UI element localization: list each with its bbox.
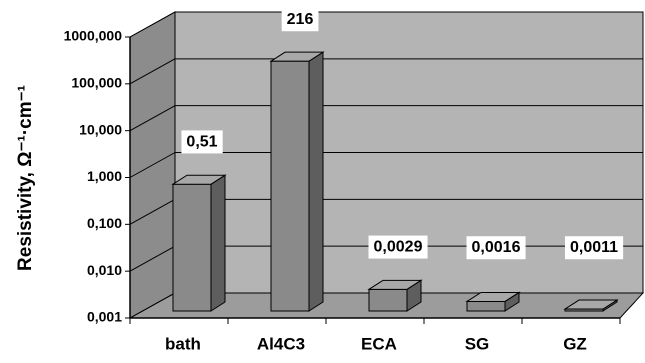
grid-line (129, 198, 176, 225)
y-axis-title: Resistivity, Ω⁻¹·cm⁻¹ (15, 85, 36, 271)
x-tick-label: SG (465, 334, 490, 353)
value-label: 0,51 (186, 133, 217, 150)
bar-side (308, 51, 324, 312)
y-tick-label: 10,000 (79, 121, 122, 137)
y-tick-label: 100,000 (71, 75, 122, 91)
y-tick-label: 1,000 (87, 168, 122, 184)
x-tick-label: GZ (563, 334, 587, 353)
value-label-box (466, 236, 526, 260)
value-label-box (368, 235, 428, 259)
grid-line (129, 152, 176, 178)
x-tick-label: bath (165, 334, 201, 353)
x-tick-label: Al4C3 (257, 334, 305, 353)
grid-line (129, 58, 176, 85)
value-label: 0,0011 (570, 239, 618, 256)
value-label-box (281, 8, 319, 32)
bar (172, 183, 212, 312)
grid-line (129, 105, 176, 132)
bar-side (210, 174, 226, 312)
grid-line (129, 11, 176, 38)
grid-line (129, 245, 176, 272)
bar-top (171, 174, 227, 185)
value-label: 0,0029 (374, 239, 423, 256)
bar (466, 300, 506, 312)
value-label: 216 (287, 11, 314, 28)
value-label-box (181, 130, 223, 154)
grid-line (129, 292, 176, 319)
x-tick-label: ECA (361, 334, 397, 353)
bar-top (563, 299, 619, 310)
bar-top (465, 291, 521, 302)
bar (270, 60, 310, 312)
y-tick-label: 0,100 (87, 215, 122, 231)
y-tick-label: 0,001 (87, 309, 122, 325)
bar-top (269, 51, 325, 62)
bar-top (367, 279, 423, 290)
value-label-box (564, 236, 624, 260)
y-tick-label: 1000,000 (64, 28, 123, 44)
bar (368, 288, 408, 312)
value-label: 0,0016 (472, 239, 521, 256)
y-tick-label: 0,010 (87, 262, 122, 278)
